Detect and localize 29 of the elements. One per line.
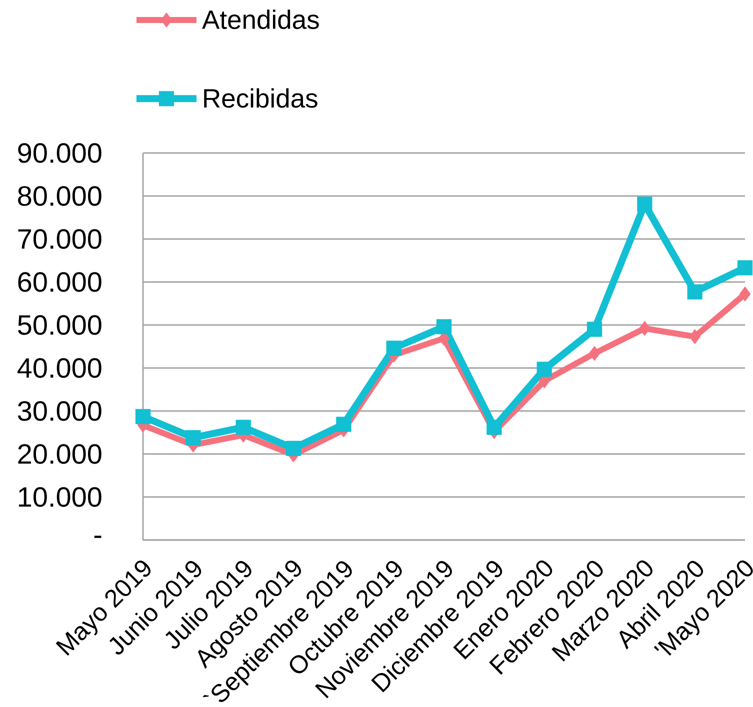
point [336,416,352,432]
point [135,409,151,424]
y-tick-label: 70.000 [18,229,102,249]
point [586,322,602,337]
point [486,420,502,435]
legend-label: Atendidas [202,10,319,30]
point [436,319,452,334]
point [638,320,650,336]
point [186,430,201,446]
point [687,284,702,300]
point [588,346,600,361]
y-tick-label: 50.000 [18,315,102,335]
point [637,196,652,212]
y-tick-label: 60.000 [18,272,102,292]
y-tick-label: 40.000 [17,358,102,378]
y-tick-label: 20.000 [18,444,102,464]
point [739,286,751,302]
legend-label: Recibidas [204,88,318,108]
point [689,329,701,344]
y-tick-label: 90.000 [18,143,102,163]
point [386,340,402,356]
y-tick-label: 10.000 [18,487,102,507]
point [236,420,251,435]
point [286,440,302,456]
y-tick-label: - [94,536,102,538]
point [536,362,552,377]
y-tick-label: 30.000 [18,401,102,421]
y-tick-label: 80.000 [18,186,102,206]
point [737,260,753,276]
